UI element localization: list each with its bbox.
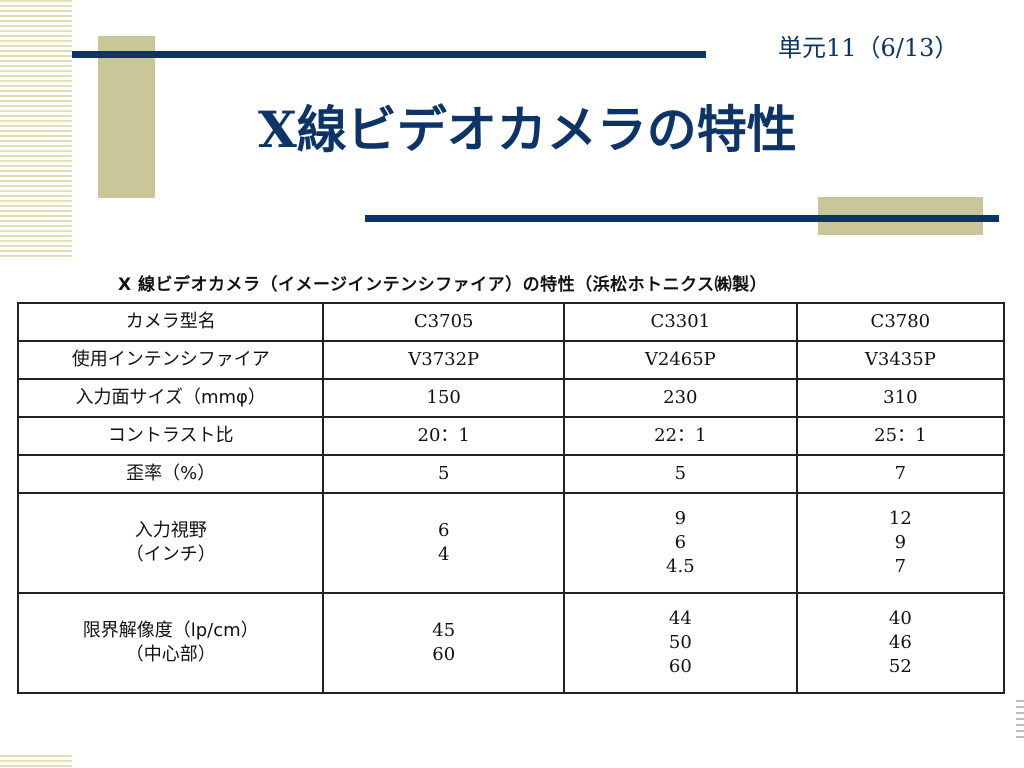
table-cell: 7 <box>795 454 1006 494</box>
table-cell: V3732P <box>322 340 565 380</box>
table-cell: V3435P <box>795 340 1006 380</box>
table-row-distortion: 歪率（%） 5 5 7 <box>16 454 1006 494</box>
cell-value: 45 <box>432 620 456 641</box>
row-label-input-size: 入力面サイズ（mmφ） <box>16 378 325 418</box>
cell-value: 7 <box>894 556 907 577</box>
row-label-model: カメラ型名 <box>16 302 325 342</box>
cell-value: 60 <box>432 644 456 665</box>
row-label-line: 入力視野 <box>134 520 207 541</box>
table-row-field-of-view: 入力視野 （インチ） 6 4 9 6 4.5 12 9 7 <box>16 492 1006 594</box>
table-cell: 22：1 <box>562 416 798 456</box>
table-cell: V2465P <box>562 340 798 380</box>
cell-value: 6 <box>437 520 450 541</box>
table-row-input-size: 入力面サイズ（mmφ） 150 230 310 <box>16 378 1006 418</box>
cell-value: 6 <box>674 532 687 553</box>
table-cell: 40 46 52 <box>795 592 1006 694</box>
row-label-distortion: 歪率（%） <box>16 454 325 494</box>
column-header-c3780: C3780 <box>795 302 1006 342</box>
table-cell: 5 <box>322 454 565 494</box>
cell-value: 52 <box>888 656 912 677</box>
cell-value: 60 <box>668 656 692 677</box>
table-cell: 310 <box>795 378 1006 418</box>
table-cell: 12 9 7 <box>795 492 1006 594</box>
table-cell: 20：1 <box>322 416 565 456</box>
row-label-field-of-view: 入力視野 （インチ） <box>16 492 325 594</box>
table-cell: 230 <box>562 378 798 418</box>
column-header-c3301: C3301 <box>562 302 798 342</box>
cell-value: 4.5 <box>666 556 695 577</box>
cell-value: 44 <box>668 608 692 629</box>
cell-value: 40 <box>888 608 912 629</box>
table-row-header: カメラ型名 C3705 C3301 C3780 <box>16 302 1006 342</box>
row-label-contrast: コントラスト比 <box>16 416 325 456</box>
title-bar-top <box>72 51 706 58</box>
decorative-side-mark <box>1016 700 1024 740</box>
table-row-contrast: コントラスト比 20：1 22：1 25：1 <box>16 416 1006 456</box>
slide-title: X線ビデオカメラの特性 <box>258 100 797 159</box>
table-row-resolution: 限界解像度（lp/cm） （中心部） 45 60 44 50 60 40 46 … <box>16 592 1006 694</box>
row-label-line: （中心部） <box>125 644 216 665</box>
cell-value: 12 <box>888 508 912 529</box>
cell-value: 4 <box>437 544 450 565</box>
title-bar-bottom <box>365 215 999 222</box>
row-label-line: （インチ） <box>125 544 216 565</box>
table-caption: X 線ビデオカメラ（イメージインテンシファイア）の特性（浜松ホトニクス㈱製） <box>118 275 768 295</box>
column-header-c3705: C3705 <box>322 302 565 342</box>
table-cell: 6 4 <box>322 492 565 594</box>
cell-value: 46 <box>888 632 912 653</box>
table-row-intensifier: 使用インテンシファイア V3732P V2465P V3435P <box>16 340 1006 380</box>
decorative-stripes <box>0 0 72 260</box>
row-label-intensifier: 使用インテンシファイア <box>16 340 325 380</box>
table-cell: 45 60 <box>322 592 565 694</box>
table-cell: 150 <box>322 378 565 418</box>
cell-value: 50 <box>668 632 692 653</box>
decorative-stripes-bottom <box>0 755 72 768</box>
table-cell: 5 <box>562 454 798 494</box>
spec-table: カメラ型名 C3705 C3301 C3780 使用インテンシファイア V373… <box>16 302 1006 694</box>
table-cell: 9 6 4.5 <box>562 492 798 594</box>
table-cell: 44 50 60 <box>562 592 798 694</box>
unit-label: 単元11（6/13） <box>778 34 959 62</box>
cell-value: 9 <box>674 508 687 529</box>
row-label-line: 限界解像度（lp/cm） <box>82 620 259 641</box>
cell-value: 9 <box>894 532 907 553</box>
row-label-resolution: 限界解像度（lp/cm） （中心部） <box>16 592 325 694</box>
decorative-block-left <box>98 36 155 198</box>
table-cell: 25：1 <box>795 416 1006 456</box>
